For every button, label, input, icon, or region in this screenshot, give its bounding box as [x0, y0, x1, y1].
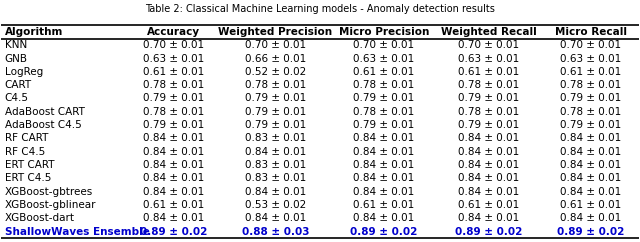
Text: XGBoost-dart: XGBoost-dart: [4, 213, 75, 223]
Text: Micro Precision: Micro Precision: [339, 27, 429, 37]
Text: 0.52 ± 0.02: 0.52 ± 0.02: [244, 67, 306, 77]
Text: 0.61 ± 0.01: 0.61 ± 0.01: [560, 200, 621, 210]
Text: 0.84 ± 0.01: 0.84 ± 0.01: [458, 133, 520, 144]
Text: 0.70 ± 0.01: 0.70 ± 0.01: [143, 40, 204, 50]
Text: 0.83 ± 0.01: 0.83 ± 0.01: [244, 173, 306, 183]
Text: 0.89 ± 0.02: 0.89 ± 0.02: [455, 227, 522, 237]
Text: ERT C4.5: ERT C4.5: [4, 173, 51, 183]
Text: 0.70 ± 0.01: 0.70 ± 0.01: [245, 40, 306, 50]
Text: 0.61 ± 0.01: 0.61 ± 0.01: [353, 67, 414, 77]
Text: 0.70 ± 0.01: 0.70 ± 0.01: [353, 40, 414, 50]
Text: 0.89 ± 0.02: 0.89 ± 0.02: [557, 227, 625, 237]
Text: 0.79 ± 0.01: 0.79 ± 0.01: [353, 93, 414, 104]
Text: GNB: GNB: [4, 53, 28, 64]
Text: 0.84 ± 0.01: 0.84 ± 0.01: [353, 187, 414, 197]
Text: XGBoost-gbtrees: XGBoost-gbtrees: [4, 187, 93, 197]
Text: 0.84 ± 0.01: 0.84 ± 0.01: [353, 160, 414, 170]
Text: 0.79 ± 0.01: 0.79 ± 0.01: [458, 93, 520, 104]
Text: 0.84 ± 0.01: 0.84 ± 0.01: [244, 147, 306, 157]
Text: 0.89 ± 0.02: 0.89 ± 0.02: [350, 227, 417, 237]
Text: 0.84 ± 0.01: 0.84 ± 0.01: [560, 160, 621, 170]
Text: Accuracy: Accuracy: [147, 27, 200, 37]
Text: 0.84 ± 0.01: 0.84 ± 0.01: [458, 173, 520, 183]
Text: Micro Recall: Micro Recall: [555, 27, 627, 37]
Text: 0.84 ± 0.01: 0.84 ± 0.01: [458, 213, 520, 223]
Text: 0.63 ± 0.01: 0.63 ± 0.01: [143, 53, 204, 64]
Text: RF C4.5: RF C4.5: [4, 147, 45, 157]
Text: 0.78 ± 0.01: 0.78 ± 0.01: [353, 80, 414, 90]
Text: 0.61 ± 0.01: 0.61 ± 0.01: [353, 200, 414, 210]
Text: 0.78 ± 0.01: 0.78 ± 0.01: [458, 107, 520, 117]
Text: 0.79 ± 0.01: 0.79 ± 0.01: [560, 93, 621, 104]
Text: C4.5: C4.5: [4, 93, 29, 104]
Text: 0.78 ± 0.01: 0.78 ± 0.01: [458, 80, 520, 90]
Text: 0.84 ± 0.01: 0.84 ± 0.01: [143, 187, 204, 197]
Text: 0.79 ± 0.01: 0.79 ± 0.01: [353, 120, 414, 130]
Text: AdaBoost C4.5: AdaBoost C4.5: [4, 120, 81, 130]
Text: 0.84 ± 0.01: 0.84 ± 0.01: [143, 160, 204, 170]
Text: 0.84 ± 0.01: 0.84 ± 0.01: [560, 187, 621, 197]
Text: 0.83 ± 0.01: 0.83 ± 0.01: [244, 160, 306, 170]
Text: 0.84 ± 0.01: 0.84 ± 0.01: [143, 147, 204, 157]
Text: 0.78 ± 0.01: 0.78 ± 0.01: [560, 107, 621, 117]
Text: 0.61 ± 0.01: 0.61 ± 0.01: [458, 67, 520, 77]
Text: XGBoost-gblinear: XGBoost-gblinear: [4, 200, 96, 210]
Text: 0.84 ± 0.01: 0.84 ± 0.01: [458, 147, 520, 157]
Text: 0.84 ± 0.01: 0.84 ± 0.01: [458, 160, 520, 170]
Text: 0.61 ± 0.01: 0.61 ± 0.01: [143, 200, 204, 210]
Text: RF CART: RF CART: [4, 133, 48, 144]
Text: 0.84 ± 0.01: 0.84 ± 0.01: [458, 187, 520, 197]
Text: ShallowWaves Ensemble: ShallowWaves Ensemble: [4, 227, 150, 237]
Text: 0.84 ± 0.01: 0.84 ± 0.01: [353, 133, 414, 144]
Text: 0.53 ± 0.02: 0.53 ± 0.02: [244, 200, 306, 210]
Text: 0.70 ± 0.01: 0.70 ± 0.01: [458, 40, 520, 50]
Text: 0.61 ± 0.01: 0.61 ± 0.01: [560, 67, 621, 77]
Text: 0.84 ± 0.01: 0.84 ± 0.01: [143, 213, 204, 223]
Text: CART: CART: [4, 80, 32, 90]
Text: 0.79 ± 0.01: 0.79 ± 0.01: [244, 93, 306, 104]
Text: KNN: KNN: [4, 40, 27, 50]
Text: 0.61 ± 0.01: 0.61 ± 0.01: [458, 200, 520, 210]
Text: 0.79 ± 0.01: 0.79 ± 0.01: [244, 107, 306, 117]
Text: 0.78 ± 0.01: 0.78 ± 0.01: [560, 80, 621, 90]
Text: 0.79 ± 0.01: 0.79 ± 0.01: [560, 120, 621, 130]
Text: 0.84 ± 0.01: 0.84 ± 0.01: [353, 213, 414, 223]
Text: 0.84 ± 0.01: 0.84 ± 0.01: [353, 173, 414, 183]
Text: 0.84 ± 0.01: 0.84 ± 0.01: [353, 147, 414, 157]
Text: 0.63 ± 0.01: 0.63 ± 0.01: [353, 53, 414, 64]
Text: 0.79 ± 0.01: 0.79 ± 0.01: [143, 120, 204, 130]
Text: 0.66 ± 0.01: 0.66 ± 0.01: [244, 53, 306, 64]
Text: 0.84 ± 0.01: 0.84 ± 0.01: [560, 173, 621, 183]
Text: Weighted Recall: Weighted Recall: [441, 27, 537, 37]
Text: 0.84 ± 0.01: 0.84 ± 0.01: [143, 133, 204, 144]
Text: Table 2: Classical Machine Learning models - Anomaly detection results: Table 2: Classical Machine Learning mode…: [145, 4, 495, 14]
Text: 0.84 ± 0.01: 0.84 ± 0.01: [244, 187, 306, 197]
Text: 0.88 ± 0.03: 0.88 ± 0.03: [242, 227, 309, 237]
Text: 0.78 ± 0.01: 0.78 ± 0.01: [244, 80, 306, 90]
Text: 0.63 ± 0.01: 0.63 ± 0.01: [458, 53, 520, 64]
Text: 0.70 ± 0.01: 0.70 ± 0.01: [560, 40, 621, 50]
Text: 0.79 ± 0.01: 0.79 ± 0.01: [244, 120, 306, 130]
Text: 0.84 ± 0.01: 0.84 ± 0.01: [244, 213, 306, 223]
Text: 0.89 ± 0.02: 0.89 ± 0.02: [140, 227, 207, 237]
Text: 0.78 ± 0.01: 0.78 ± 0.01: [143, 107, 204, 117]
Text: 0.79 ± 0.01: 0.79 ± 0.01: [458, 120, 520, 130]
Text: 0.84 ± 0.01: 0.84 ± 0.01: [560, 213, 621, 223]
Text: 0.78 ± 0.01: 0.78 ± 0.01: [143, 80, 204, 90]
Text: 0.61 ± 0.01: 0.61 ± 0.01: [143, 67, 204, 77]
Text: Algorithm: Algorithm: [4, 27, 63, 37]
Text: 0.78 ± 0.01: 0.78 ± 0.01: [353, 107, 414, 117]
Text: 0.84 ± 0.01: 0.84 ± 0.01: [560, 147, 621, 157]
Text: 0.79 ± 0.01: 0.79 ± 0.01: [143, 93, 204, 104]
Text: 0.84 ± 0.01: 0.84 ± 0.01: [560, 133, 621, 144]
Text: Weighted Precision: Weighted Precision: [218, 27, 332, 37]
Text: LogReg: LogReg: [4, 67, 43, 77]
Text: 0.84 ± 0.01: 0.84 ± 0.01: [143, 173, 204, 183]
Text: ERT CART: ERT CART: [4, 160, 54, 170]
Text: 0.83 ± 0.01: 0.83 ± 0.01: [244, 133, 306, 144]
Text: 0.63 ± 0.01: 0.63 ± 0.01: [560, 53, 621, 64]
Text: AdaBoost CART: AdaBoost CART: [4, 107, 84, 117]
